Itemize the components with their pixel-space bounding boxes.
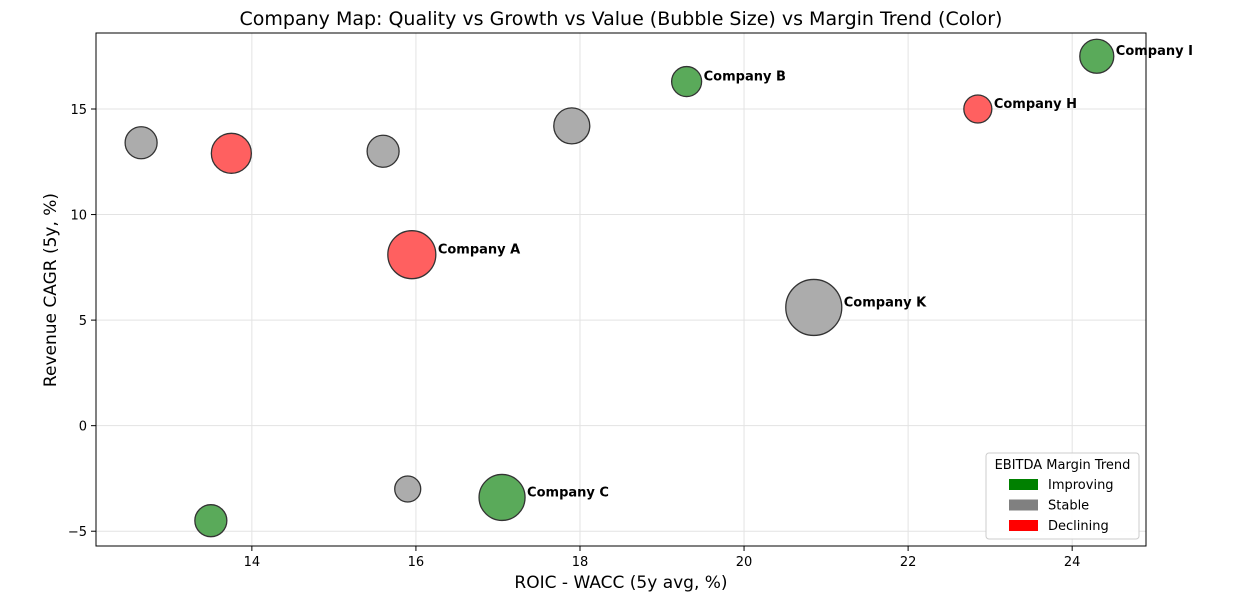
bubble-label: Company A — [438, 243, 520, 258]
tick-layer: 14 16 18 20 22 24 −5 0 5 10 15 — [68, 103, 1081, 570]
x-tick-label: 14 — [244, 555, 261, 570]
bubble-label: Company K — [844, 295, 927, 310]
bubble-label: Company B — [704, 70, 786, 85]
bubble-point — [124, 126, 158, 160]
bubble-point — [785, 278, 843, 337]
legend: EBITDA Margin Trend Improving Stable Declin… — [985, 452, 1140, 540]
bubble-layer: Company B Company I Company H Company A Comp… — [124, 38, 1193, 538]
y-tick-label: −5 — [68, 525, 87, 540]
y-tick-label: 10 — [70, 209, 87, 224]
legend-swatch — [1009, 479, 1038, 490]
bubble-point — [366, 134, 400, 168]
bubble-label: Company I — [1116, 44, 1193, 59]
plot-frame — [95, 32, 1147, 547]
x-tick-label: 18 — [572, 555, 589, 570]
bubble-point — [963, 94, 993, 124]
y-tick-label: 0 — [79, 420, 87, 435]
bubble-point — [553, 107, 591, 145]
bubble-point — [478, 473, 526, 522]
bubble-label: Company H — [994, 97, 1077, 112]
x-tick-label: 16 — [408, 555, 425, 570]
legend-entry-label: Improving — [1048, 478, 1114, 493]
legend-swatch — [1009, 499, 1038, 511]
legend-box — [985, 452, 1140, 540]
bubble-point — [1079, 38, 1115, 74]
legend-entry-label: Declining — [1048, 519, 1109, 534]
bubble-point — [210, 132, 253, 174]
x-axis-title: ROIC - WACC (5y avg, %) — [514, 573, 727, 593]
bubble-point — [670, 65, 703, 98]
x-tick-label: 24 — [1064, 555, 1081, 570]
bubble-label: Company C — [527, 485, 609, 500]
x-tick-label: 22 — [900, 555, 917, 570]
bubble-point — [194, 504, 228, 538]
legend-entry-label: Stable — [1048, 499, 1089, 514]
chart-title: Company Map: Quality vs Growth vs Value … — [240, 8, 1003, 30]
bubble-point — [394, 475, 422, 503]
y-axis-title: Revenue CAGR (5y, %) — [41, 193, 61, 387]
legend-title: EBITDA Margin Trend — [995, 458, 1131, 473]
x-tick-label: 20 — [736, 555, 753, 570]
legend-swatch — [1009, 520, 1038, 531]
y-tick-label: 5 — [79, 314, 87, 329]
y-tick-label: 15 — [70, 103, 87, 118]
bubble-point — [387, 230, 437, 280]
